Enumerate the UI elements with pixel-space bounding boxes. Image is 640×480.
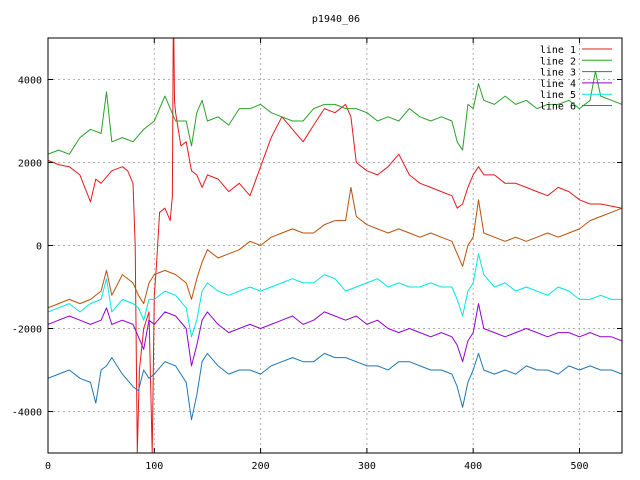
legend-label: line 4 [540,79,576,90]
series-line-1 [48,38,622,453]
x-tick-label: 300 [358,461,376,472]
series-line-2 [48,70,622,155]
y-tick-label: 4000 [18,76,42,87]
x-axis-ticks: 0 100 200 300 400 500 [45,38,589,472]
legend-label: line 2 [540,56,576,67]
y-tick-label: 0 [36,242,42,253]
series-line-5 [48,253,622,338]
y-axis-ticks: -4000 -2000 0 2000 4000 [12,76,622,419]
series-lines [48,38,622,453]
x-tick-label: 500 [570,461,588,472]
y-tick-label: -4000 [12,408,42,419]
grid [48,38,622,453]
chart-title: p1940_06 [312,14,360,25]
x-tick-label: 400 [464,461,482,472]
y-tick-label: -2000 [12,325,42,336]
x-tick-label: 100 [145,461,163,472]
series-line-3 [48,352,622,421]
x-tick-label: 0 [45,461,51,472]
legend-label: line 3 [540,68,576,79]
legend-label: line 5 [540,90,576,101]
y-tick-label: 2000 [18,159,42,170]
series-line-4 [48,303,622,367]
series-line-6 [48,186,622,309]
x-tick-label: 200 [252,461,270,472]
legend-label: line 6 [540,102,576,113]
legend-label: line 1 [540,45,576,56]
